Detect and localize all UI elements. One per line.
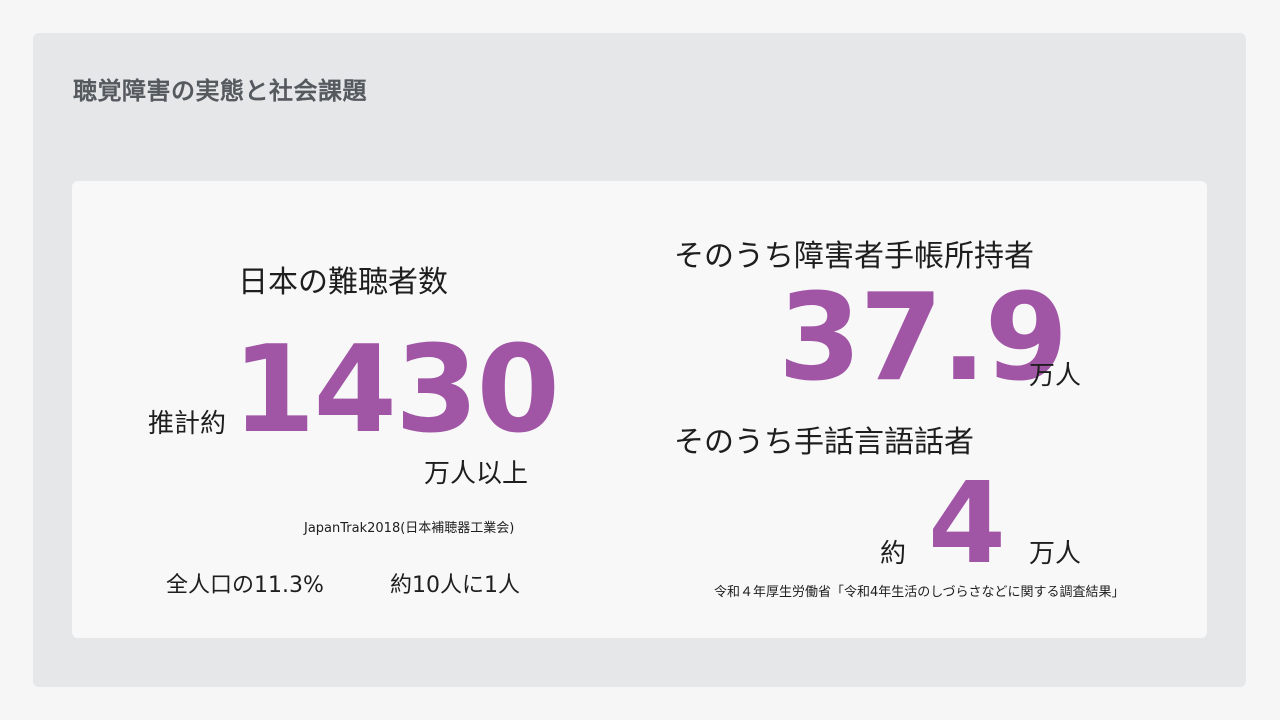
- right-unit-certificate: 万人: [1029, 361, 1082, 391]
- left-prefix: 推計約: [148, 409, 227, 439]
- left-big-number: 1430: [232, 321, 560, 460]
- right-big-number-certificate: 37.9: [778, 269, 1068, 408]
- right-prefix-sign-language: 約: [880, 539, 907, 569]
- page-title: 聴覚障害の実態と社会課題: [73, 77, 367, 105]
- right-unit-sign-language: 万人: [1029, 539, 1082, 569]
- left-stat-percent: 全人口の11.3%: [166, 573, 324, 598]
- right-source: 令和４年厚生労働省「令和4年生活のしづらさなどに関する調査結果」: [714, 585, 1125, 600]
- left-source: JapanTrak2018(日本補聴器工業会): [304, 521, 515, 536]
- left-stat-ratio: 約10人に1人: [390, 573, 520, 598]
- right-heading-sign-language: そのうち手話言語話者: [674, 425, 974, 460]
- left-heading: 日本の難聴者数: [238, 265, 448, 300]
- right-heading-certificate: そのうち障害者手帳所持者: [674, 239, 1034, 274]
- right-big-number-sign-language: 4: [928, 459, 1006, 589]
- left-unit: 万人以上: [424, 459, 529, 489]
- stats-panel: 日本の難聴者数 推計約 1430 万人以上 JapanTrak2018(日本補聴…: [72, 181, 1207, 638]
- slide-container: 聴覚障害の実態と社会課題 日本の難聴者数 推計約 1430 万人以上 Japan…: [33, 33, 1246, 687]
